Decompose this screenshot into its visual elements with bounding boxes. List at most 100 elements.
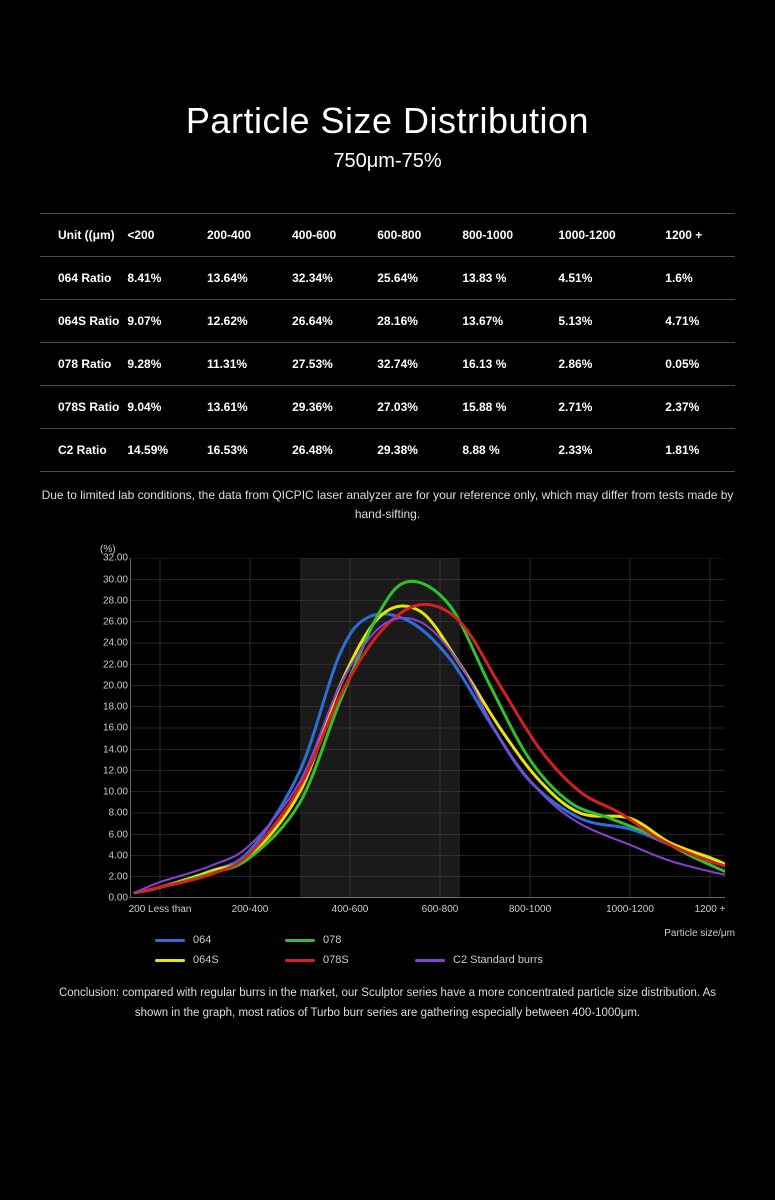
table-cell: 29.38% [373, 429, 458, 472]
y-tick-label: 12.00 [103, 765, 128, 776]
legend-label: 064 [193, 934, 211, 946]
y-tick-label: 30.00 [103, 574, 128, 585]
legend-swatch [285, 939, 315, 942]
legend-item: 064 [155, 934, 275, 946]
legend-swatch [155, 939, 185, 942]
table-cell: 11.31% [203, 343, 288, 386]
y-tick-label: 24.00 [103, 638, 128, 649]
table-cell: 4.51% [554, 257, 661, 300]
legend-swatch [285, 959, 315, 962]
distribution-chart: (%) 0.002.004.006.008.0010.0012.0014.001… [40, 544, 735, 974]
table-cell: 9.04% [123, 386, 203, 429]
distribution-table: Unit ((μm)<200200-400400-600600-800800-1… [40, 213, 735, 472]
table-cell: 29.36% [288, 386, 373, 429]
table-row: C2 Ratio14.59%16.53%26.48%29.38%8.88 %2.… [40, 429, 735, 472]
legend-label: 078 [323, 934, 341, 946]
table-cell: 064S Ratio [40, 300, 123, 343]
x-tick-label: 400-600 [332, 904, 369, 915]
table-cell: 26.64% [288, 300, 373, 343]
x-tick-label: 800-1000 [509, 904, 551, 915]
legend-item [415, 934, 595, 946]
table-cell: 2.86% [554, 343, 661, 386]
table-cell: 078S Ratio [40, 386, 123, 429]
y-tick-label: 28.00 [103, 595, 128, 606]
table-row: 078S Ratio9.04%13.61%29.36%27.03%15.88 %… [40, 386, 735, 429]
table-row: 064 Ratio8.41%13.64%32.34%25.64%13.83 %4… [40, 257, 735, 300]
table-cell: 8.41% [123, 257, 203, 300]
y-tick-label: 0.00 [109, 893, 128, 904]
x-tick-label: 1000-1200 [606, 904, 654, 915]
table-header: 600-800 [373, 214, 458, 257]
table-cell: 5.13% [554, 300, 661, 343]
y-tick-label: 26.00 [103, 617, 128, 628]
y-tick-label: 4.00 [109, 850, 128, 861]
table-cell: 9.28% [123, 343, 203, 386]
table-cell: 32.74% [373, 343, 458, 386]
disclaimer-text: Due to limited lab conditions, the data … [40, 486, 735, 524]
table-cell: 1.81% [661, 429, 735, 472]
y-tick-label: 8.00 [109, 808, 128, 819]
table-header: 400-600 [288, 214, 373, 257]
table-cell: 4.71% [661, 300, 735, 343]
y-tick-label: 16.00 [103, 723, 128, 734]
table-cell: 1.6% [661, 257, 735, 300]
table-cell: 12.62% [203, 300, 288, 343]
table-cell: 9.07% [123, 300, 203, 343]
legend-label: 064S [193, 954, 219, 966]
table-row: 078 Ratio9.28%11.31%27.53%32.74%16.13 %2… [40, 343, 735, 386]
table-cell: 2.37% [661, 386, 735, 429]
legend-swatch [415, 959, 445, 962]
table-cell: 27.03% [373, 386, 458, 429]
table-cell: 26.48% [288, 429, 373, 472]
y-tick-label: 14.00 [103, 744, 128, 755]
table-cell: 13.61% [203, 386, 288, 429]
page-title: Particle Size Distribution [40, 100, 735, 142]
table-cell: 13.67% [458, 300, 554, 343]
y-tick-label: 6.00 [109, 829, 128, 840]
y-tick-label: 10.00 [103, 787, 128, 798]
x-axis-label: Particle size/μm [664, 928, 735, 939]
table-header: 800-1000 [458, 214, 554, 257]
table-cell: 28.16% [373, 300, 458, 343]
table-row: 064S Ratio9.07%12.62%26.64%28.16%13.67%5… [40, 300, 735, 343]
table-cell: 14.59% [123, 429, 203, 472]
legend-swatch [155, 959, 185, 962]
table-cell: 15.88 % [458, 386, 554, 429]
table-header: <200 [123, 214, 203, 257]
x-tick-label: 600-800 [422, 904, 459, 915]
y-tick-label: 20.00 [103, 680, 128, 691]
chart-legend: 064 078 064S 078S C2 Standard burrs [155, 934, 595, 966]
table-cell: 064 Ratio [40, 257, 123, 300]
y-tick-label: 22.00 [103, 659, 128, 670]
table-cell: 8.88 % [458, 429, 554, 472]
y-tick-label: 18.00 [103, 702, 128, 713]
y-tick-label: 2.00 [109, 872, 128, 883]
table-cell: 32.34% [288, 257, 373, 300]
table-cell: 16.53% [203, 429, 288, 472]
chart-plot [130, 558, 725, 898]
legend-label: C2 Standard burrs [453, 954, 543, 966]
table-header: 1000-1200 [554, 214, 661, 257]
table-cell: 13.64% [203, 257, 288, 300]
table-header: 1200 + [661, 214, 735, 257]
legend-item: C2 Standard burrs [415, 954, 595, 966]
x-tick-label: 200-400 [232, 904, 269, 915]
table-cell: 078 Ratio [40, 343, 123, 386]
table-cell: C2 Ratio [40, 429, 123, 472]
x-tick-label: 200 Less than [129, 904, 192, 915]
legend-label: 078S [323, 954, 349, 966]
table-cell: 13.83 % [458, 257, 554, 300]
table-cell: 16.13 % [458, 343, 554, 386]
x-tick-label: 1200 + [695, 904, 726, 915]
table-cell: 27.53% [288, 343, 373, 386]
table-header: Unit ((μm) [40, 214, 123, 257]
page-subtitle: 750μm-75% [40, 150, 735, 173]
table-cell: 2.33% [554, 429, 661, 472]
legend-item: 064S [155, 954, 275, 966]
table-header: 200-400 [203, 214, 288, 257]
table-cell: 0.05% [661, 343, 735, 386]
legend-item: 078 [285, 934, 405, 946]
table-cell: 25.64% [373, 257, 458, 300]
table-cell: 2.71% [554, 386, 661, 429]
y-tick-label: 32.00 [103, 553, 128, 564]
